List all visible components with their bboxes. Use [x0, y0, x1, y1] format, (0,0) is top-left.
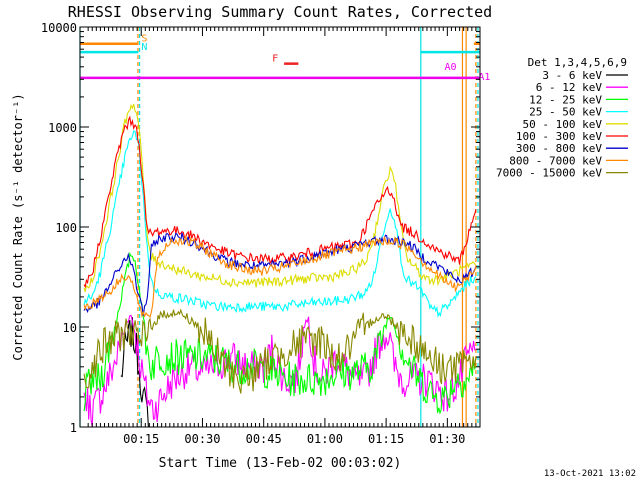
axes: 1 10 100 1000 10000 00:15 00:30 00:45 01:00 01:15… [41, 21, 481, 446]
plot-area: SN F A0 A1 [79, 27, 490, 428]
series-line-7 [83, 234, 477, 318]
x-tick-label: 01:00 [307, 432, 343, 446]
series-line-3 [83, 130, 477, 318]
y-tick-label: 1 [70, 421, 77, 435]
x-tick-label: 00:30 [184, 432, 220, 446]
legend-label: 100 - 300 keV [516, 130, 602, 143]
x-axis-label: Start Time (13-Feb-02 00:03:02) [159, 456, 402, 471]
annotation-label: A0 [444, 62, 456, 73]
orbit-bar-label: N [141, 42, 147, 53]
chart-title: RHESSI Observing Summary Count Rates, Co… [68, 3, 492, 21]
legend-label: 3 - 6 keV [542, 69, 602, 82]
y-tick-label: 100 [55, 221, 77, 235]
x-tick-label: 00:45 [246, 432, 282, 446]
y-tick-label: 10 [63, 321, 77, 335]
legend-label: 6 - 12 keV [536, 81, 603, 94]
series-line-2 [83, 251, 477, 415]
x-tick-label: 01:30 [429, 432, 465, 446]
legend-label: 300 - 800 keV [516, 142, 602, 155]
legend-title: Det 1,3,4,5,6,9 [528, 56, 627, 69]
orbit-bar-label: S [141, 34, 147, 45]
legend-label: 800 - 7000 keV [509, 154, 602, 167]
y-axis-label: Corrected Count Rate (s⁻¹ detector⁻¹) [11, 93, 25, 360]
series-line-4 [83, 103, 477, 292]
series-line-0 [120, 317, 150, 428]
x-tick-label: 00:15 [123, 432, 159, 446]
y-tick-label: 1000 [48, 121, 77, 135]
date-stamp: 13-Oct-2021 13:02 [544, 469, 636, 479]
legend-label: 50 - 100 keV [523, 118, 603, 131]
legend-label: 25 - 50 keV [529, 106, 602, 119]
y-tick-label: 10000 [41, 21, 77, 35]
legend-label: 12 - 25 keV [529, 93, 602, 106]
legend-label: 7000 - 15000 keV [496, 167, 602, 180]
annotation-label: A1 [478, 72, 490, 83]
series-line-5 [83, 115, 477, 289]
series-line-6 [83, 232, 477, 316]
orbit-bar-label: F [272, 54, 278, 65]
x-tick-label: 01:15 [368, 432, 404, 446]
series-line-8 [83, 308, 477, 394]
